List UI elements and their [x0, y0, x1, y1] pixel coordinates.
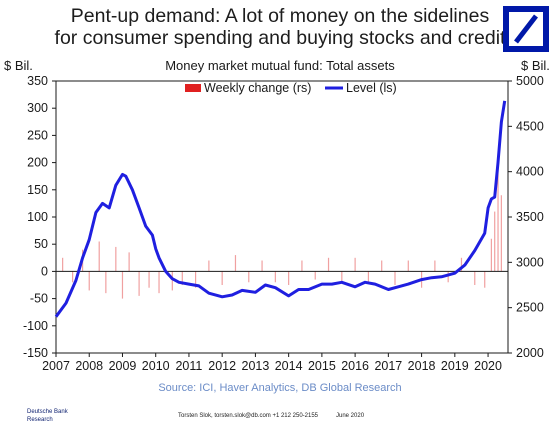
- x-tick-label: 2008: [75, 359, 103, 373]
- right-tick-label: 3500: [516, 210, 544, 224]
- footer-org: Deutsche Bank Research: [27, 408, 68, 424]
- right-tick-label: 3000: [516, 255, 544, 269]
- left-tick-label: -50: [30, 292, 48, 306]
- x-tick-label: 2016: [341, 359, 369, 373]
- left-tick-label: 350: [27, 74, 48, 88]
- chart-subtitle: Money market mutual fund: Total assets: [165, 58, 395, 73]
- x-tick-label: 2011: [175, 359, 202, 373]
- footer-author: Torsten Slok, torsten.slok@db.com +1 212…: [178, 413, 319, 419]
- footer-date: June 2020: [336, 413, 365, 419]
- level-series-line: [54, 100, 507, 318]
- right-tick-label: 2000: [516, 346, 544, 360]
- left-tick-label: -100: [23, 319, 48, 333]
- source-note: Source: ICI, Haver Analytics, DB Global …: [158, 382, 402, 394]
- left-tick-label: 200: [27, 156, 48, 170]
- x-tick-label: 2010: [142, 359, 170, 373]
- legend-swatch-weekly: [185, 84, 201, 92]
- x-tick-label: 2012: [208, 359, 236, 373]
- right-tick-label: 4500: [516, 119, 544, 133]
- legend: Weekly change (rs) Level (ls): [185, 81, 397, 95]
- chart-title-line2: for consumer spending and buying stocks …: [54, 27, 506, 49]
- x-tick-label: 2013: [242, 359, 270, 373]
- left-axis-unit: $ Bil.: [4, 58, 33, 73]
- chart-title-line1: Pent-up demand: A lot of money on the si…: [70, 5, 490, 27]
- right-tick-label: 2500: [516, 301, 544, 315]
- x-tick-label: 2018: [408, 359, 436, 373]
- x-axis-ticks: 2007 2008 2009 2010 2011 2012 2013 2014 2015 2016…: [42, 353, 502, 373]
- right-axis-ticks: 5000 4500 4000 3500 3000 2500 2000: [508, 74, 544, 360]
- right-axis-unit: $ Bil.: [521, 58, 550, 73]
- x-tick-label: 2020: [474, 359, 502, 373]
- x-tick-label: 2017: [374, 359, 402, 373]
- right-tick-label: 5000: [516, 74, 544, 88]
- x-tick-label: 2014: [275, 359, 303, 373]
- left-tick-label: 300: [27, 101, 48, 115]
- left-tick-label: 150: [27, 183, 48, 197]
- left-tick-label: 250: [27, 128, 48, 142]
- left-tick-label: 0: [41, 264, 48, 278]
- legend-label-weekly: Weekly change (rs): [204, 81, 311, 95]
- x-tick-label: 2007: [42, 359, 70, 373]
- left-tick-label: -150: [23, 346, 48, 360]
- x-tick-label: 2015: [308, 359, 336, 373]
- x-tick-label: 2019: [441, 359, 469, 373]
- left-tick-label: 50: [34, 237, 48, 251]
- deutsche-bank-logo-icon: [503, 6, 549, 52]
- x-tick-label: 2009: [109, 359, 137, 373]
- plot-frame: [55, 80, 509, 354]
- left-axis-ticks: 350 300 250 200 150 100 50 0 -50 -100 -150: [23, 74, 56, 360]
- footer-org-line2: Research: [27, 417, 53, 423]
- footer-org-line1: Deutsche Bank: [27, 409, 68, 415]
- right-tick-label: 4000: [516, 165, 544, 179]
- left-tick-label: 100: [27, 210, 48, 224]
- legend-label-level: Level (ls): [346, 81, 397, 95]
